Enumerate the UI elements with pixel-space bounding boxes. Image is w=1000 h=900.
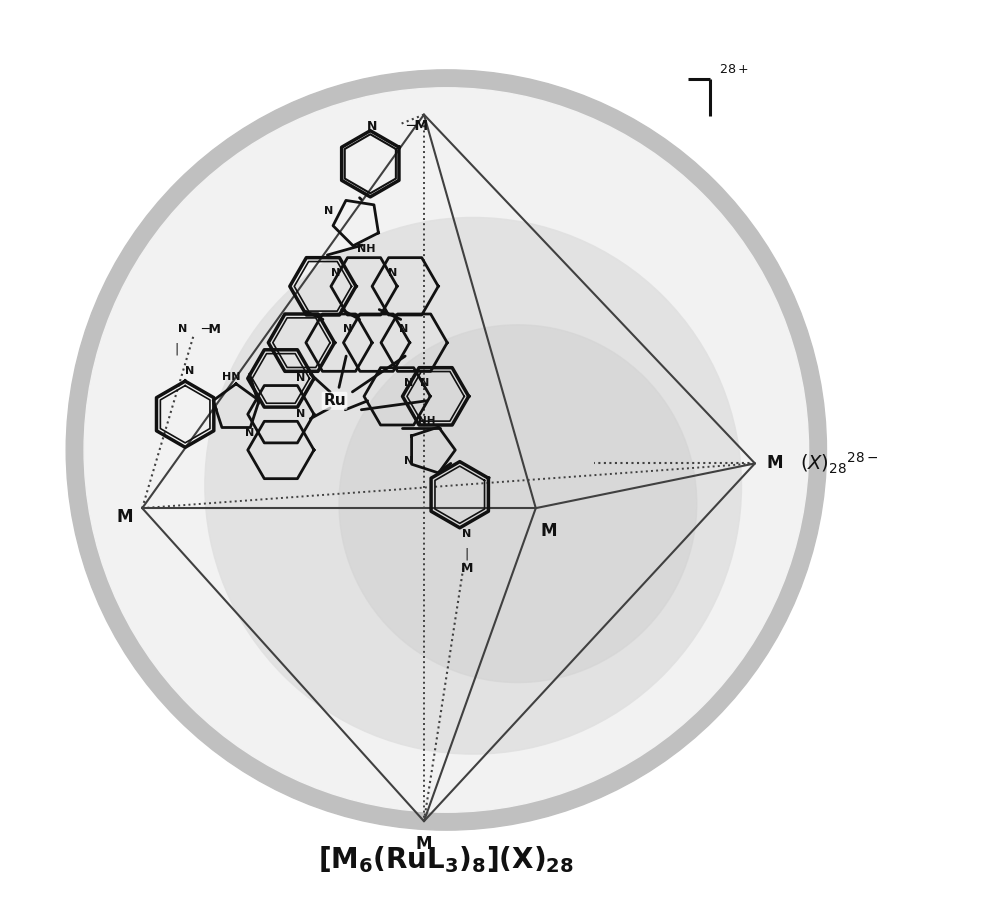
Text: ─M: ─M: [406, 119, 428, 133]
Text: N: N: [245, 428, 254, 438]
Text: N: N: [367, 120, 377, 132]
Text: $^{28+}$: $^{28+}$: [719, 66, 749, 84]
Text: M: M: [461, 562, 473, 574]
Text: |: |: [465, 547, 469, 561]
Text: N: N: [388, 268, 397, 278]
Circle shape: [339, 325, 697, 682]
Text: M: M: [116, 508, 133, 526]
Text: N: N: [178, 324, 187, 334]
Text: $(X)_{28}$$^{28-}$: $(X)_{28}$$^{28-}$: [800, 451, 879, 476]
Circle shape: [66, 70, 826, 830]
Text: N: N: [462, 529, 472, 539]
Circle shape: [84, 88, 809, 813]
Text: N: N: [296, 374, 305, 383]
Text: NH: NH: [357, 244, 375, 254]
Circle shape: [205, 218, 742, 754]
Text: ─M: ─M: [201, 323, 221, 336]
Text: N: N: [343, 324, 353, 334]
Text: $\mathbf{[M_6(RuL_3)_8](X)_{28}}$: $\mathbf{[M_6(RuL_3)_8](X)_{28}}$: [318, 844, 574, 875]
Text: N: N: [331, 268, 340, 278]
Text: N: N: [404, 378, 413, 388]
Text: Ru: Ru: [323, 393, 346, 409]
Text: N: N: [399, 324, 408, 334]
Text: N: N: [420, 378, 429, 388]
Text: N: N: [404, 455, 413, 465]
Text: M: M: [541, 521, 557, 539]
Text: N: N: [324, 206, 333, 216]
Text: N: N: [296, 410, 305, 419]
Text: |: |: [174, 342, 178, 356]
Text: N: N: [185, 366, 194, 376]
Text: M: M: [416, 834, 432, 852]
Text: M: M: [766, 454, 783, 472]
Text: HN: HN: [222, 372, 241, 382]
Text: NH: NH: [418, 417, 435, 427]
